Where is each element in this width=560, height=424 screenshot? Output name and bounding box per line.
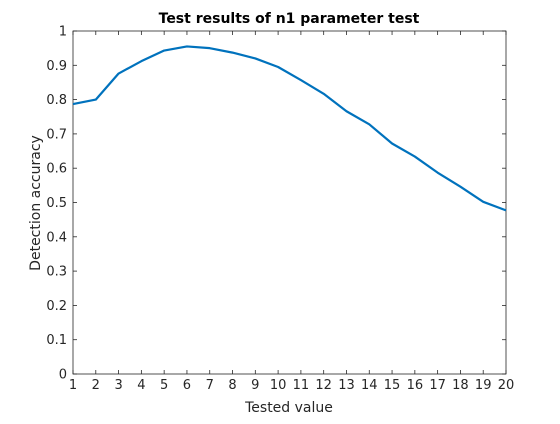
x-tick-label: 8 <box>228 378 236 393</box>
x-axis-label: Tested value <box>244 400 333 416</box>
y-tick-label: 0.6 <box>46 162 67 177</box>
x-tick-label: 20 <box>498 378 515 393</box>
x-tick-label: 18 <box>452 378 469 393</box>
x-tick-label: 13 <box>338 378 355 393</box>
x-tick-label: 12 <box>315 378 332 393</box>
x-tick-label: 4 <box>137 378 145 393</box>
y-axis-label: Detection accuracy <box>28 135 44 271</box>
y-tick-label: 1 <box>59 25 67 40</box>
y-tick-label: 0 <box>59 368 67 383</box>
x-tick-label: 3 <box>114 378 122 393</box>
x-tick-label: 14 <box>361 378 378 393</box>
y-tick-label: 0.9 <box>46 59 67 74</box>
x-tick-label: 15 <box>384 378 401 393</box>
chart-title: Test results of n1 parameter test <box>159 11 420 27</box>
y-tick-label: 0.5 <box>46 196 67 211</box>
x-tick-label: 2 <box>92 378 100 393</box>
x-tick-label: 5 <box>160 378 168 393</box>
x-tick-label: 17 <box>429 378 446 393</box>
x-tick-label: 10 <box>270 378 287 393</box>
y-tick-label: 0.2 <box>46 299 67 314</box>
x-tick-label: 1 <box>69 378 77 393</box>
y-tick-label: 0.3 <box>46 265 67 280</box>
x-tick-label: 16 <box>407 378 424 393</box>
x-tick-label: 6 <box>183 378 191 393</box>
plot-frame <box>73 31 506 374</box>
x-tick-label: 9 <box>251 378 259 393</box>
y-tick-label: 0.1 <box>46 333 67 348</box>
x-tick-label: 11 <box>293 378 310 393</box>
y-tick-label: 0.4 <box>46 230 67 245</box>
x-tick-label: 7 <box>206 378 214 393</box>
x-tick-label: 19 <box>475 378 492 393</box>
y-tick-label: 0.8 <box>46 93 67 108</box>
y-tick-label: 0.7 <box>46 127 67 142</box>
